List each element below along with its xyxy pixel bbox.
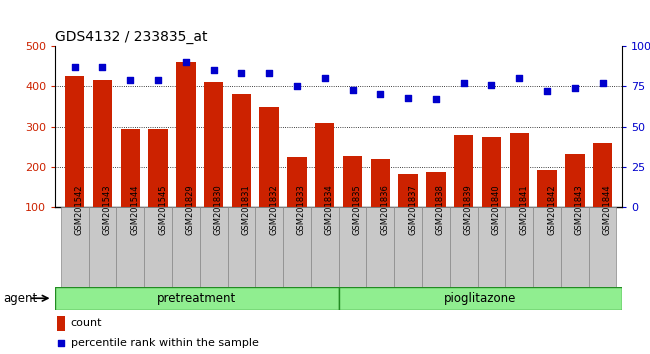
Point — [292, 84, 302, 89]
Text: GSM201844: GSM201844 — [603, 184, 612, 235]
Bar — [116, 207, 144, 289]
Bar — [57, 316, 65, 331]
Text: GSM201836: GSM201836 — [380, 184, 389, 235]
Text: GSM201843: GSM201843 — [575, 184, 584, 235]
Bar — [367, 207, 394, 289]
Bar — [311, 207, 339, 289]
Text: GSM201837: GSM201837 — [408, 184, 417, 235]
Text: GSM201831: GSM201831 — [241, 184, 250, 235]
Bar — [426, 172, 446, 207]
Point — [347, 87, 358, 92]
Text: GSM201542: GSM201542 — [75, 184, 84, 235]
Point — [98, 64, 108, 70]
Point — [153, 77, 163, 83]
Text: agent: agent — [3, 292, 37, 305]
Bar — [61, 207, 88, 289]
Point — [542, 88, 552, 94]
Bar — [478, 207, 505, 289]
Text: count: count — [71, 318, 102, 329]
Bar — [454, 135, 473, 207]
Bar — [55, 287, 339, 310]
Point — [458, 80, 469, 86]
Point — [56, 341, 66, 346]
Text: GDS4132 / 233835_at: GDS4132 / 233835_at — [55, 30, 208, 44]
Text: GSM201832: GSM201832 — [269, 184, 278, 235]
Point — [514, 75, 525, 81]
Bar — [204, 82, 224, 207]
Text: GSM201835: GSM201835 — [352, 184, 361, 235]
Text: GSM201842: GSM201842 — [547, 184, 556, 235]
Text: GSM201840: GSM201840 — [491, 184, 500, 235]
Bar — [339, 287, 622, 310]
Text: GSM201829: GSM201829 — [186, 184, 195, 235]
Text: GSM201834: GSM201834 — [325, 184, 333, 235]
Bar — [148, 129, 168, 207]
Point — [181, 59, 191, 65]
Bar — [93, 80, 112, 207]
Text: GSM201838: GSM201838 — [436, 184, 445, 235]
Bar — [283, 207, 311, 289]
Text: percentile rank within the sample: percentile rank within the sample — [71, 338, 259, 348]
Text: pretreatment: pretreatment — [157, 292, 237, 305]
Bar — [231, 95, 251, 207]
Bar — [65, 76, 84, 207]
Bar — [287, 157, 307, 207]
Bar — [593, 143, 612, 207]
Bar — [482, 137, 501, 207]
Text: GSM201545: GSM201545 — [158, 184, 167, 235]
Bar — [370, 159, 390, 207]
Point — [597, 80, 608, 86]
Bar — [343, 155, 362, 207]
Bar — [339, 207, 367, 289]
Text: GSM201830: GSM201830 — [214, 184, 222, 235]
Point — [486, 82, 497, 87]
Bar — [255, 207, 283, 289]
Bar — [88, 207, 116, 289]
Bar — [172, 207, 200, 289]
Bar — [398, 174, 418, 207]
Text: GSM201543: GSM201543 — [103, 184, 112, 235]
Point — [569, 85, 580, 91]
Bar — [176, 62, 196, 207]
Bar — [565, 154, 584, 207]
Point — [209, 67, 219, 73]
Point — [375, 92, 385, 97]
Point — [320, 75, 330, 81]
Point — [264, 70, 274, 76]
Point — [125, 77, 135, 83]
Bar — [315, 122, 335, 207]
Text: GSM201544: GSM201544 — [130, 184, 139, 235]
Bar — [538, 170, 557, 207]
Bar — [589, 207, 616, 289]
Bar — [533, 207, 561, 289]
Point — [431, 96, 441, 102]
Text: pioglitazone: pioglitazone — [444, 292, 517, 305]
Bar — [450, 207, 478, 289]
Bar — [422, 207, 450, 289]
Bar — [394, 207, 422, 289]
Bar — [200, 207, 227, 289]
Bar — [510, 133, 529, 207]
Bar — [505, 207, 533, 289]
Point — [236, 70, 246, 76]
Bar — [144, 207, 172, 289]
Text: GSM201833: GSM201833 — [297, 184, 306, 235]
Bar — [259, 107, 279, 207]
Bar — [120, 129, 140, 207]
Bar — [227, 207, 255, 289]
Point — [403, 95, 413, 101]
Point — [70, 64, 80, 70]
Text: GSM201839: GSM201839 — [463, 184, 473, 235]
Text: GSM201841: GSM201841 — [519, 184, 528, 235]
Bar — [561, 207, 589, 289]
